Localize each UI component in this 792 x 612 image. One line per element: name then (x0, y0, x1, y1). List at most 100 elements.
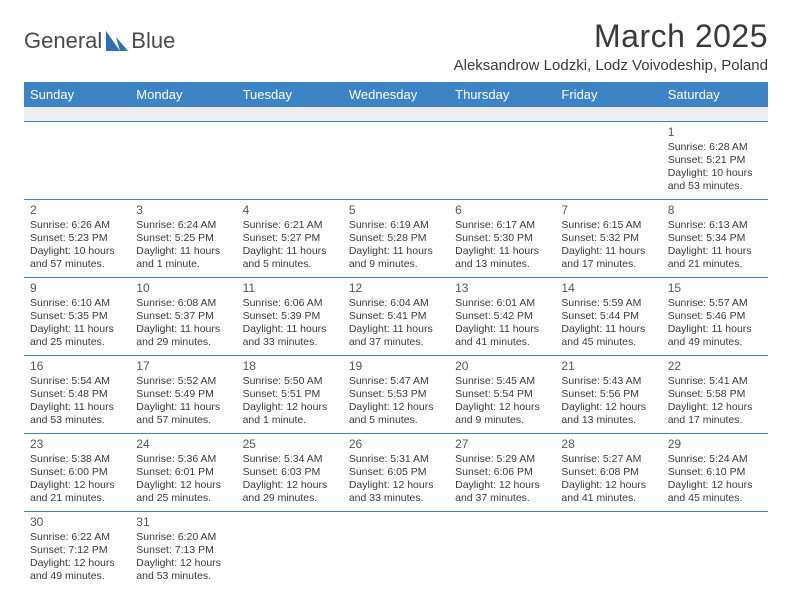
calendar-day: 6Sunrise: 6:17 AMSunset: 5:30 PMDaylight… (449, 199, 555, 277)
sunrise-text: Sunrise: 5:27 AM (561, 453, 655, 466)
sunrise-text: Sunrise: 6:08 AM (136, 297, 230, 310)
day-number: 16 (30, 359, 124, 374)
calendar-day: 21Sunrise: 5:43 AMSunset: 5:56 PMDayligh… (555, 355, 661, 433)
sunrise-text: Sunrise: 5:31 AM (349, 453, 443, 466)
daylight-text: Daylight: 12 hours (243, 401, 337, 414)
calendar-day-empty (237, 511, 343, 589)
sunset-text: Sunset: 5:30 PM (455, 232, 549, 245)
daylight-text: Daylight: 11 hours (455, 323, 549, 336)
calendar-week: 16Sunrise: 5:54 AMSunset: 5:48 PMDayligh… (24, 355, 768, 433)
daylight-text: and 29 minutes. (136, 336, 230, 349)
daylight-text: and 21 minutes. (668, 258, 762, 271)
day-number: 10 (136, 281, 230, 296)
daylight-text: Daylight: 11 hours (136, 245, 230, 258)
daylight-text: Daylight: 11 hours (243, 245, 337, 258)
daylight-text: Daylight: 12 hours (561, 479, 655, 492)
month-title: March 2025 (454, 18, 768, 55)
daylight-text: Daylight: 11 hours (30, 323, 124, 336)
calendar-day: 22Sunrise: 5:41 AMSunset: 5:58 PMDayligh… (662, 355, 768, 433)
day-header: Sunday (24, 82, 130, 107)
sunrise-text: Sunrise: 5:47 AM (349, 375, 443, 388)
calendar-day: 14Sunrise: 5:59 AMSunset: 5:44 PMDayligh… (555, 277, 661, 355)
calendar-week: 1Sunrise: 6:28 AMSunset: 5:21 PMDaylight… (24, 121, 768, 199)
day-number: 8 (668, 203, 762, 218)
calendar-page: General Blue March 2025 Aleksandrow Lodz… (0, 0, 792, 599)
calendar-day-empty (449, 511, 555, 589)
title-block: March 2025 Aleksandrow Lodzki, Lodz Voiv… (454, 18, 768, 74)
sunset-text: Sunset: 6:03 PM (243, 466, 337, 479)
sunset-text: Sunset: 5:37 PM (136, 310, 230, 323)
daylight-text: Daylight: 11 hours (136, 323, 230, 336)
day-number: 4 (243, 203, 337, 218)
daylight-text: and 53 minutes. (30, 414, 124, 427)
sunrise-text: Sunrise: 6:15 AM (561, 219, 655, 232)
daylight-text: Daylight: 10 hours (668, 167, 762, 180)
daylight-text: Daylight: 12 hours (136, 557, 230, 570)
daylight-text: Daylight: 12 hours (30, 479, 124, 492)
day-number: 6 (455, 203, 549, 218)
calendar-day-empty (130, 121, 236, 199)
calendar-day: 27Sunrise: 5:29 AMSunset: 6:06 PMDayligh… (449, 433, 555, 511)
daylight-text: Daylight: 11 hours (136, 401, 230, 414)
sunset-text: Sunset: 5:39 PM (243, 310, 337, 323)
sunrise-text: Sunrise: 5:36 AM (136, 453, 230, 466)
sunset-text: Sunset: 6:05 PM (349, 466, 443, 479)
sunrise-text: Sunrise: 5:54 AM (30, 375, 124, 388)
daylight-text: and 25 minutes. (136, 492, 230, 505)
sunset-text: Sunset: 5:25 PM (136, 232, 230, 245)
daylight-text: and 45 minutes. (561, 336, 655, 349)
day-number: 31 (136, 515, 230, 530)
sunrise-text: Sunrise: 6:28 AM (668, 141, 762, 154)
daylight-text: Daylight: 10 hours (30, 245, 124, 258)
daylight-text: Daylight: 11 hours (349, 323, 443, 336)
sunrise-text: Sunrise: 5:59 AM (561, 297, 655, 310)
day-number: 20 (455, 359, 549, 374)
daylight-text: and 25 minutes. (30, 336, 124, 349)
calendar-day: 7Sunrise: 6:15 AMSunset: 5:32 PMDaylight… (555, 199, 661, 277)
daylight-text: and 13 minutes. (561, 414, 655, 427)
sunrise-text: Sunrise: 5:52 AM (136, 375, 230, 388)
sunset-text: Sunset: 5:53 PM (349, 388, 443, 401)
daylight-text: Daylight: 12 hours (30, 557, 124, 570)
daylight-text: and 5 minutes. (349, 414, 443, 427)
sunset-text: Sunset: 5:35 PM (30, 310, 124, 323)
calendar-day: 29Sunrise: 5:24 AMSunset: 6:10 PMDayligh… (662, 433, 768, 511)
daylight-text: and 1 minute. (243, 414, 337, 427)
sunset-text: Sunset: 5:32 PM (561, 232, 655, 245)
sunset-text: Sunset: 5:21 PM (668, 154, 762, 167)
day-number: 18 (243, 359, 337, 374)
calendar-body: 1Sunrise: 6:28 AMSunset: 5:21 PMDaylight… (24, 107, 768, 589)
sunset-text: Sunset: 5:44 PM (561, 310, 655, 323)
calendar-day: 13Sunrise: 6:01 AMSunset: 5:42 PMDayligh… (449, 277, 555, 355)
day-number: 27 (455, 437, 549, 452)
sunrise-text: Sunrise: 5:38 AM (30, 453, 124, 466)
calendar-day-empty (662, 511, 768, 589)
calendar-day: 1Sunrise: 6:28 AMSunset: 5:21 PMDaylight… (662, 121, 768, 199)
sunrise-text: Sunrise: 6:22 AM (30, 531, 124, 544)
header-row: General Blue March 2025 Aleksandrow Lodz… (24, 18, 768, 74)
sunrise-text: Sunrise: 6:01 AM (455, 297, 549, 310)
sunrise-text: Sunrise: 6:26 AM (30, 219, 124, 232)
day-number: 28 (561, 437, 655, 452)
daylight-text: and 21 minutes. (30, 492, 124, 505)
sunrise-text: Sunrise: 6:17 AM (455, 219, 549, 232)
day-number: 14 (561, 281, 655, 296)
day-number: 26 (349, 437, 443, 452)
daylight-text: and 45 minutes. (668, 492, 762, 505)
sunset-text: Sunset: 7:13 PM (136, 544, 230, 557)
day-header-row: SundayMondayTuesdayWednesdayThursdayFrid… (24, 82, 768, 107)
brand-text-2: Blue (131, 28, 175, 54)
daylight-text: and 13 minutes. (455, 258, 549, 271)
location-text: Aleksandrow Lodzki, Lodz Voivodeship, Po… (454, 57, 768, 74)
daylight-text: Daylight: 12 hours (349, 479, 443, 492)
calendar-day: 19Sunrise: 5:47 AMSunset: 5:53 PMDayligh… (343, 355, 449, 433)
sunrise-text: Sunrise: 5:41 AM (668, 375, 762, 388)
daylight-text: Daylight: 11 hours (668, 245, 762, 258)
day-number: 9 (30, 281, 124, 296)
daylight-text: and 33 minutes. (243, 336, 337, 349)
sunrise-text: Sunrise: 5:50 AM (243, 375, 337, 388)
day-number: 29 (668, 437, 762, 452)
daylight-text: and 29 minutes. (243, 492, 337, 505)
daylight-text: and 1 minute. (136, 258, 230, 271)
calendar-week: 30Sunrise: 6:22 AMSunset: 7:12 PMDayligh… (24, 511, 768, 589)
